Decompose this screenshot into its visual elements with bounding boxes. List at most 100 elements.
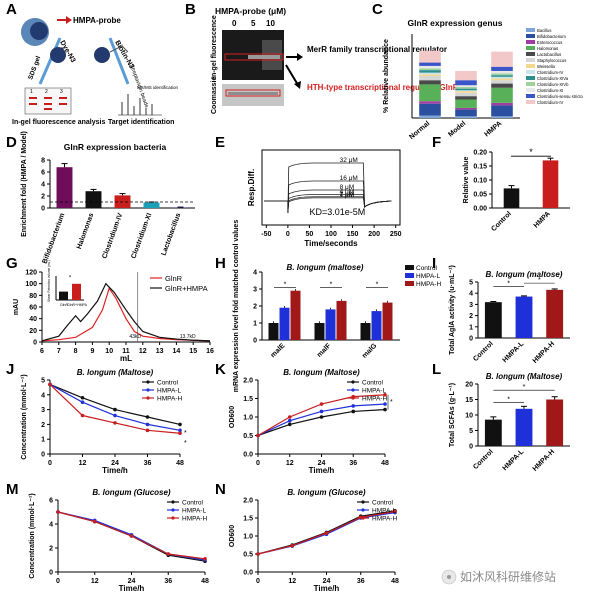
- panel-l-sig-star: *: [507, 397, 510, 404]
- panel-l-ytick-label: 20: [465, 382, 473, 389]
- panel-k-ytick-label: 0.5: [243, 433, 253, 440]
- panel-m-xlabel: Time/h: [119, 584, 145, 593]
- panel-k-xlabel: Time/h: [309, 466, 335, 475]
- panel-c-bar-segment: [419, 80, 441, 85]
- panel-d-ytick-label: 0: [41, 206, 45, 213]
- panel-f-ylabel: Relative value: [463, 157, 470, 204]
- panel-k-ylabel: OD600: [229, 406, 236, 428]
- panel-h-ytick-label: 0: [253, 338, 257, 345]
- panel-k-legend-marker: [351, 396, 355, 400]
- panel-h-bar: [360, 323, 371, 340]
- panel-h-legend-swatch: [405, 281, 414, 286]
- gel-image: 1 2 3: [24, 87, 72, 115]
- panel-j-legend-label: Control: [157, 380, 179, 387]
- panel-e-series-label: 32 μM: [340, 157, 358, 164]
- panel-c-legend-swatch: [526, 40, 535, 44]
- panel-m-xtick-label: 48: [201, 578, 209, 585]
- panel-c-legend-swatch: [526, 100, 535, 104]
- panel-letter-a: A: [6, 1, 17, 18]
- panel-c-bar-segment: [455, 90, 477, 92]
- panel-f-ytick-label: 0.10: [473, 178, 487, 185]
- panel-j-xtick-label: 36: [144, 460, 152, 467]
- panel-c-bar-segment: [419, 62, 441, 66]
- panel-c-legend-swatch: [526, 64, 535, 68]
- panel-j-xtick-label: 24: [111, 460, 119, 467]
- ylabel-coomassie: Coomassie: [211, 77, 218, 114]
- panel-n: Time/h OD600 B. longum (Glucose) 0 12 24 36 48 0…: [229, 488, 399, 593]
- watermark-text: 如沐风科研维修站: [460, 569, 556, 584]
- panel-j-data-point: [80, 413, 85, 418]
- panel-c-bar-segment: [455, 96, 477, 100]
- panel-c-bar-segment: [455, 91, 477, 93]
- panel-c-legend-label: Staphylococcus: [537, 58, 566, 63]
- panel-g-xtick-label: 10: [105, 348, 113, 355]
- panel-k-xtick-label: 48: [381, 460, 389, 467]
- panel-n-legend-label: HMPA-H: [372, 516, 397, 523]
- panel-i-bar: [546, 289, 564, 338]
- panel-h-ytick-label: 3: [253, 287, 257, 294]
- panel-i-sig-star: *: [507, 280, 510, 287]
- label-glnr: HTH-type transcriptional regulator GlnR: [307, 83, 459, 92]
- panel-g-inset-bar: [59, 291, 68, 300]
- panel-j-data-point: [113, 407, 117, 412]
- panel-g-inset-label: GlnR: [60, 303, 68, 307]
- panel-i-ytick-label: 1: [469, 324, 473, 331]
- panel-c-bar-segment: [491, 51, 513, 67]
- panel-c-bar-segment: [491, 102, 513, 106]
- label-merr: MerR family transcriptional regulator: [307, 45, 447, 54]
- panel-k-xtick-label: 0: [256, 460, 260, 467]
- panel-h-bar: [314, 323, 325, 340]
- panel-g-ytick-label: 60: [29, 305, 37, 312]
- panel-l-bar: [484, 419, 502, 446]
- panel-k-sig-star: *: [390, 399, 393, 406]
- panel-h-bar: [290, 290, 301, 340]
- panel-k-data-point: [319, 409, 324, 414]
- panel-h-legend-label: HMPA-L: [416, 273, 440, 280]
- panel-c-bar-segment: [455, 88, 477, 91]
- watermark: 如沐风科研维修站: [441, 569, 556, 585]
- panel-c-bar-segment: [455, 80, 477, 86]
- panel-n-ytick-label: 1.5: [243, 516, 253, 523]
- panel-h-ylabel: mRNA expression level fold matched contr…: [233, 220, 240, 393]
- panel-j-ytick-label: 3: [41, 407, 45, 414]
- panel-k-xtick-label: 12: [286, 460, 294, 467]
- panel-k-data-point: [256, 433, 260, 438]
- panel-j-xtick-label: 48: [176, 460, 184, 467]
- panel-j: Time/h Concentration (mmol·L⁻¹) B. longum …: [21, 368, 187, 475]
- panel-c-bar-segment: [419, 101, 441, 104]
- panel-n-ytick-label: 2.0: [243, 498, 253, 505]
- svg-text:1: 1: [30, 89, 33, 95]
- panel-n-xtick-label: 12: [288, 578, 296, 585]
- panel-c-bar-segment: [491, 76, 513, 79]
- panel-m-legend-label: Control: [182, 500, 204, 507]
- panel-c-legend-label: Clostridium-IV: [537, 100, 563, 105]
- panel-e: -50 0 50 100 150 200 250 Time/seconds Resp.Diff.…: [247, 149, 402, 248]
- panel-n-ylabel: OD600: [229, 525, 236, 547]
- panel-l-sig-star: *: [523, 384, 526, 391]
- panel-j-ytick-label: 5: [41, 378, 45, 385]
- panel-j-data-point: [113, 421, 117, 425]
- molecule-icon: [20, 18, 49, 46]
- panel-j-xlabel: Time/h: [102, 466, 128, 475]
- panel-g-ytick-label: 20: [29, 328, 37, 335]
- panel-n-legend-marker: [361, 508, 365, 512]
- panel-k-xtick-label: 24: [318, 460, 326, 467]
- panel-h-sig-star: *: [376, 281, 379, 288]
- arrow-icon: [57, 16, 72, 24]
- panel-k-legend-label: HMPA-L: [362, 388, 386, 395]
- panel-h-bar: [268, 323, 279, 340]
- panel-i-ytick-label: 2: [469, 313, 473, 320]
- panel-g-legend-label: GlnR+HMPA: [165, 284, 208, 293]
- panel-l-ytick-label: 15: [465, 397, 473, 404]
- panel-c-legend-label: Clostridium-sensu stricto: [537, 94, 584, 99]
- panel-k-data-point: [383, 402, 387, 406]
- panel-c-bar-segment: [491, 75, 513, 77]
- panel-g-annotation: 13.7kD: [180, 334, 196, 340]
- panel-g-inset-sig: *: [69, 276, 72, 282]
- panel-k-legend-marker: [351, 388, 355, 392]
- panel-c-bar-segment: [419, 72, 441, 75]
- panel-letter-f: F: [432, 134, 441, 151]
- panel-k-legend-label: HMPA-H: [362, 396, 387, 403]
- panel-f-ytick-label: 0.20: [473, 150, 487, 157]
